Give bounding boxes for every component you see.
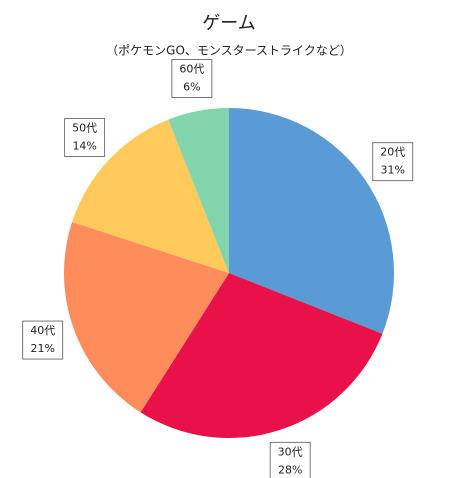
pie-slice [72,119,229,273]
pie-slice [168,108,229,273]
category-label: 30代 [278,445,303,458]
category-label: 50代 [72,121,97,134]
data-label: 21% [30,342,54,355]
data-label-box [64,118,106,157]
chart-title: ゲーム [202,13,255,34]
category-label: 40代 [30,324,55,337]
data-label: 28% [278,463,302,476]
data-label-box [372,142,414,182]
pie-slice [140,273,383,438]
pie-slice [229,108,394,334]
data-label: 14% [72,139,96,152]
data-label: 31% [381,164,405,177]
category-label: 60代 [179,63,204,76]
pie-slice [63,222,230,413]
chart-subtitle: （ポケモンGO、モンスターストライクなど） [106,44,352,58]
data-label-box [171,59,213,98]
data-label-box [269,441,311,478]
data-label: 6% [183,81,200,94]
category-label: 20代 [380,146,405,159]
data-label-box [22,320,64,360]
